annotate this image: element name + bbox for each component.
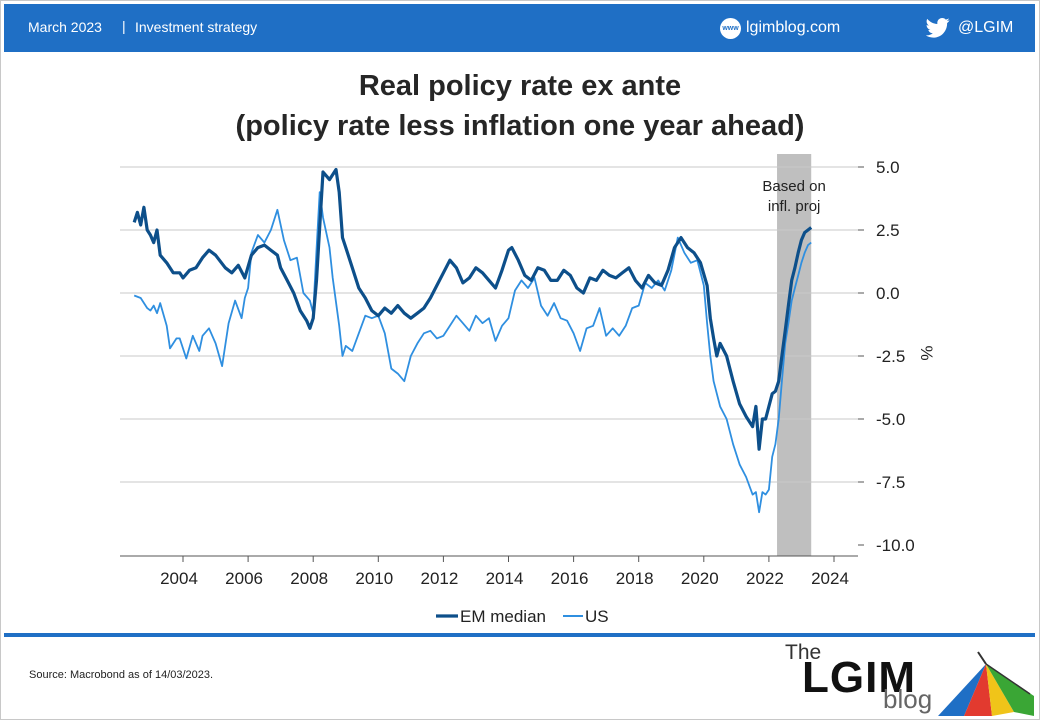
- us-series-line: [133, 191, 812, 514]
- x-tick-label: 2008: [290, 569, 328, 588]
- x-tick-label: 2006: [225, 569, 263, 588]
- top-banner: March 2023 | Investment strategy www lgi…: [4, 4, 1035, 52]
- logo-blog: blog: [883, 684, 933, 714]
- globe-icon: www: [720, 17, 741, 39]
- source-note: Source: Macrobond as of 14/03/2023.: [29, 669, 214, 681]
- x-tick-label: 2020: [681, 569, 719, 588]
- chart-subtitle: (policy rate less inflation one year ahe…: [235, 110, 805, 142]
- twitter-icon: [926, 18, 950, 38]
- x-tick-label: 2024: [811, 569, 849, 588]
- lgim-blog-logo[interactable]: The LGIM blog: [780, 640, 1036, 716]
- shaded-region-label-line1: Based on: [762, 178, 825, 195]
- chart-title: Real policy rate ex ante: [358, 70, 682, 102]
- footer-divider: [4, 633, 1035, 637]
- x-tick-label: 2018: [616, 569, 654, 588]
- y-axis-label: %: [917, 345, 936, 360]
- twitter-handle: @LGIM: [958, 19, 1014, 36]
- site-link[interactable]: www lgimblog.com: [720, 16, 840, 40]
- logo-the: The: [785, 641, 822, 664]
- y-tick-label: -10.0: [876, 536, 915, 555]
- legend-label-em-median: EM median: [460, 607, 546, 626]
- publication-date: March 2023: [28, 19, 102, 35]
- y-tick-label: -7.5: [876, 473, 905, 492]
- y-tick-label: 0.0: [876, 284, 900, 303]
- y-tick-label: -5.0: [876, 410, 905, 429]
- x-tick-label: 2004: [160, 569, 198, 588]
- x-tick-label: 2010: [355, 569, 393, 588]
- x-tick-label: 2014: [486, 569, 524, 588]
- x-tick-label: 2016: [551, 569, 589, 588]
- y-tick-label: 2.5: [876, 221, 900, 240]
- site-link-label: lgimblog.com: [746, 19, 841, 36]
- legend-label-us: US: [585, 607, 609, 626]
- em-median-series-line: [132, 167, 813, 451]
- shaded-region-label-line2: infl. proj: [768, 198, 821, 215]
- umbrella-icon: [934, 651, 1034, 716]
- x-tick-label: 2022: [746, 569, 784, 588]
- y-tick-label: -2.5: [876, 347, 905, 366]
- logo-lgim: LGIM: [802, 653, 916, 702]
- y-tick-label: 5.0: [876, 158, 900, 177]
- header-separator: |: [122, 18, 126, 34]
- twitter-link[interactable]: @LGIM: [926, 16, 1013, 40]
- topic-label[interactable]: Investment strategy: [135, 19, 258, 35]
- x-tick-label: 2012: [420, 569, 458, 588]
